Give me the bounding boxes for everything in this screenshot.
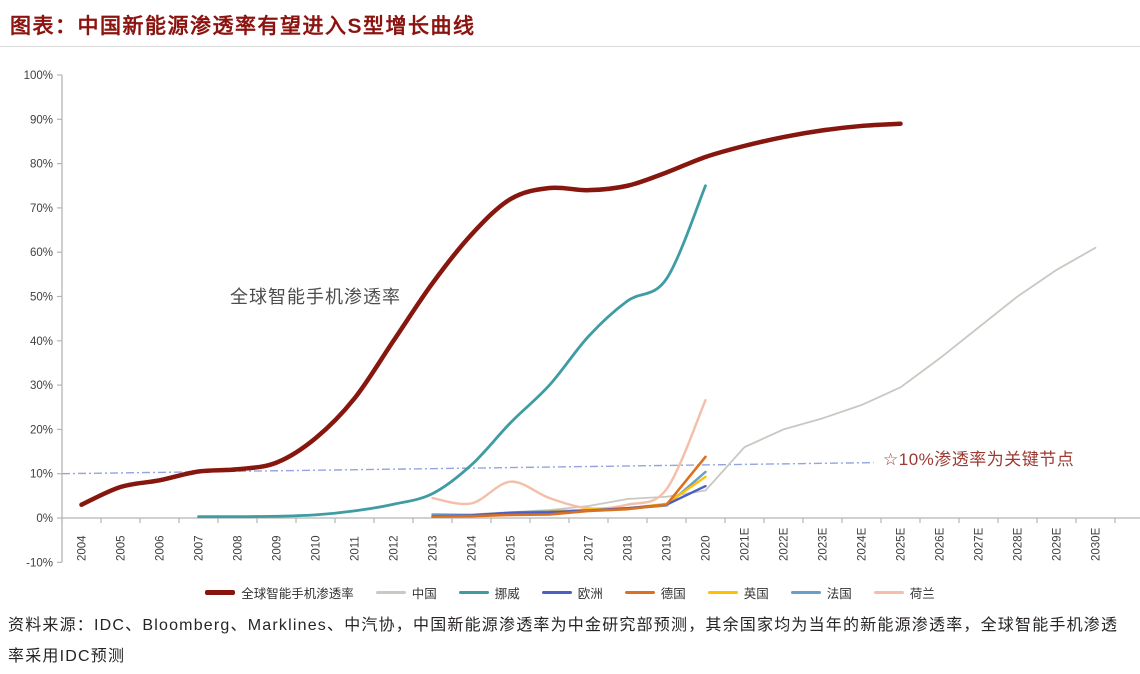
x-axis-label: 2028E (1013, 527, 1025, 561)
chart-area: 100% 90% 80% 70% 60% 50% 40% 30% 20% 10% 0% -10% 200… (0, 70, 1140, 602)
y-axis-label: 40% (30, 336, 53, 348)
y-axis-label: 100% (24, 70, 53, 82)
x-axis-label: 2022E (779, 527, 791, 561)
legend-item-7: 荷兰 (873, 583, 935, 602)
series-line-1 (431, 246, 1097, 518)
legend-marker (375, 591, 406, 594)
legend-item-6: 法国 (790, 583, 852, 602)
x-axis-label: 2015 (506, 535, 518, 561)
title-divider (0, 46, 1140, 47)
x-axis-label: 2007 (194, 535, 206, 561)
series-line-4 (431, 455, 707, 518)
x-axis-label: 2011 (350, 536, 362, 561)
legend-marker (707, 591, 738, 594)
x-axis-label: 2008 (233, 535, 245, 561)
source-note: 资料来源：IDC、Bloomberg、Marklines、中汽协，中国新能源渗透… (8, 617, 1119, 665)
x-axis-label: 2004 (77, 535, 89, 561)
y-axis-label: 90% (30, 114, 53, 126)
y-axis-label: 0% (36, 513, 53, 525)
y-axis-label: 80% (30, 159, 53, 171)
x-axis-label: 2026E (935, 527, 947, 561)
x-axis-label: 2020 (701, 535, 713, 561)
x-axis-label: 2010 (311, 535, 323, 561)
chart-canvas: 100% 90% 80% 70% 60% 50% 40% 30% 20% 10% 0% -10% 200… (24, 70, 1140, 569)
x-axis-label: 2009 (272, 535, 284, 561)
legend-item-4: 德国 (624, 583, 686, 602)
legend-item-0: 全球智能手机渗透率 (205, 583, 354, 602)
legend-label: 中国 (411, 587, 437, 601)
legend-label: 英国 (743, 587, 769, 601)
legend-item-2: 挪威 (458, 583, 520, 602)
x-axis-label: 2024E (857, 527, 869, 561)
legend-marker (790, 591, 821, 594)
y-axis-label: -10% (26, 557, 53, 569)
page-title: 图表：中国新能源渗透率有望进入S型增长曲线 (10, 15, 476, 38)
legend-item-3: 欧洲 (541, 583, 603, 602)
legend-label: 欧洲 (577, 587, 603, 601)
x-axis-label: 2018 (623, 535, 635, 561)
y-axis-label: 30% (30, 380, 53, 392)
series-line-0 (79, 121, 903, 507)
legend-marker (541, 591, 572, 594)
y-axis-label: 50% (30, 292, 53, 304)
x-axis-label: 2019 (662, 535, 674, 561)
legend-marker (873, 591, 904, 594)
x-axis-label: 2016 (545, 535, 557, 561)
x-axis-label: 2027E (974, 527, 986, 561)
x-axis-label: 2023E (818, 527, 830, 561)
y-axis-label: 10% (30, 469, 53, 481)
series-line-7 (431, 398, 707, 510)
legend-label: 挪威 (494, 587, 520, 601)
y-axis-label: 20% (30, 424, 53, 436)
x-axis-label: 2013 (428, 535, 440, 561)
x-axis-label: 2006 (155, 535, 167, 561)
annotation-threshold: ☆10%渗透率为关键节点 (883, 450, 1075, 469)
series-line-2 (197, 184, 707, 519)
legend-label: 法国 (826, 587, 852, 601)
x-axis-label: 2014 (467, 535, 479, 561)
legend-item-1: 中国 (375, 583, 437, 602)
x-axis-label: 2021E (740, 527, 752, 561)
x-axis-label: 2029E (1052, 527, 1064, 561)
legend-item-5: 英国 (707, 583, 769, 602)
x-axis-label: 2005 (116, 535, 128, 561)
annotation-smartphone-curve: 全球智能手机渗透率 (230, 287, 401, 307)
y-axis-label: 70% (30, 203, 53, 215)
x-axis-label: 2025E (896, 527, 908, 561)
y-axis-label: 60% (30, 247, 53, 259)
legend-label: 德国 (660, 587, 686, 601)
legend: 全球智能手机渗透率 中国 挪威 欧洲 德国 英国 法国 荷兰 (0, 583, 1140, 602)
legend-marker (205, 590, 236, 595)
legend-label: 荷兰 (909, 587, 935, 601)
x-axis-label: 2017 (584, 535, 596, 561)
x-axis-label: 2030E (1091, 527, 1103, 561)
legend-label: 全球智能手机渗透率 (241, 587, 354, 601)
x-axis-label: 2012 (389, 535, 401, 561)
legend-marker (458, 591, 489, 594)
legend-marker (624, 591, 655, 594)
